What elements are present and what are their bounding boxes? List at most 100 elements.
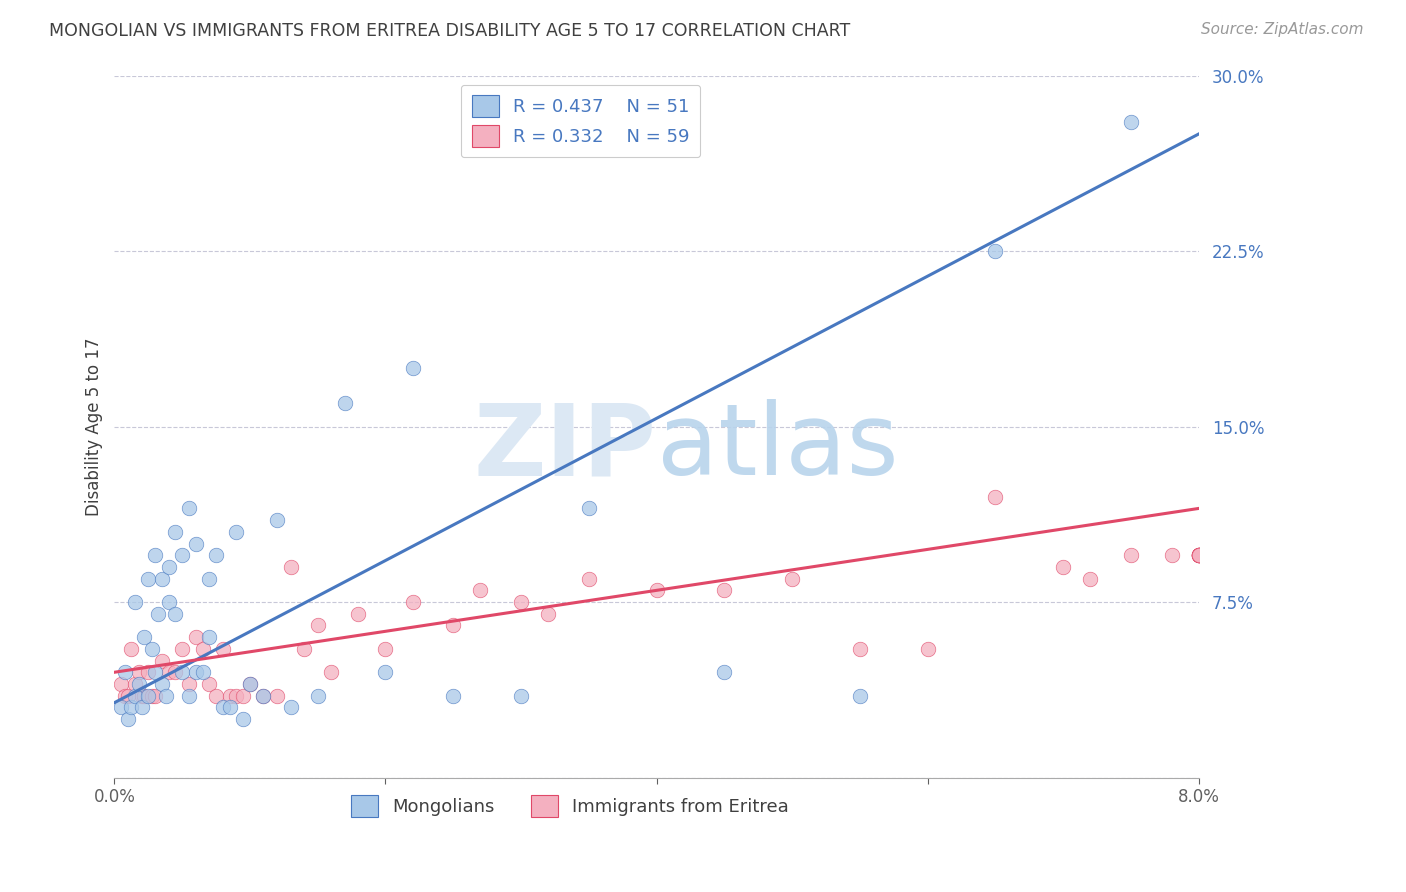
Point (470, 583, 492, 598)
Point (1188, 548, 1211, 562)
Point (155, 689, 177, 703)
Point (401, 361, 423, 376)
Point (198, 630, 221, 644)
Point (131, 689, 153, 703)
Point (110, 677, 132, 691)
Point (232, 689, 254, 703)
Point (157, 595, 180, 609)
Point (136, 665, 159, 680)
Point (131, 700, 153, 714)
Point (1078, 572, 1101, 586)
Point (184, 536, 207, 550)
Point (184, 630, 207, 644)
Point (780, 572, 803, 586)
Point (124, 689, 146, 703)
Point (1188, 548, 1211, 562)
Point (117, 689, 139, 703)
Point (321, 665, 343, 680)
Point (849, 689, 872, 703)
Point (225, 524, 247, 539)
Point (134, 630, 156, 644)
Point (198, 572, 221, 586)
Point (645, 583, 668, 598)
Point (117, 712, 139, 726)
Text: Source: ZipAtlas.com: Source: ZipAtlas.com (1201, 22, 1364, 37)
Point (165, 524, 187, 539)
Point (141, 689, 163, 703)
Point (172, 641, 194, 656)
Point (141, 641, 163, 656)
Point (266, 513, 288, 527)
Point (191, 641, 214, 656)
Point (1188, 548, 1211, 562)
Point (280, 560, 302, 574)
Point (441, 618, 464, 632)
Point (1160, 548, 1182, 562)
Point (225, 689, 247, 703)
Point (537, 607, 560, 621)
Point (252, 689, 274, 703)
Point (1188, 548, 1211, 562)
Point (1119, 548, 1142, 562)
Point (172, 665, 194, 680)
Point (292, 641, 315, 656)
Point (1119, 115, 1142, 129)
Point (849, 641, 872, 656)
Point (150, 677, 173, 691)
Point (128, 665, 150, 680)
Point (218, 689, 240, 703)
Point (1188, 548, 1211, 562)
Point (218, 700, 240, 714)
Point (120, 641, 142, 656)
Point (143, 665, 166, 680)
Point (441, 689, 464, 703)
Text: ZIP: ZIP (474, 399, 657, 496)
Point (177, 501, 200, 516)
Text: MONGOLIAN VS IMMIGRANTS FROM ERITREA DISABILITY AGE 5 TO 17 CORRELATION CHART: MONGOLIAN VS IMMIGRANTS FROM ERITREA DIS… (49, 22, 851, 40)
Point (1188, 548, 1211, 562)
Point (211, 641, 233, 656)
Point (177, 689, 200, 703)
Point (252, 689, 274, 703)
Point (713, 665, 735, 680)
Point (114, 665, 136, 680)
Point (184, 665, 207, 680)
Point (150, 572, 173, 586)
Point (157, 665, 180, 680)
Legend: Mongolians, Immigrants from Eritrea: Mongolians, Immigrants from Eritrea (343, 789, 796, 825)
Point (114, 689, 136, 703)
Point (578, 572, 600, 586)
Point (347, 607, 370, 621)
Point (211, 700, 233, 714)
Point (165, 665, 187, 680)
Point (1188, 548, 1211, 562)
Point (136, 689, 159, 703)
Point (1188, 548, 1211, 562)
Point (1188, 548, 1211, 562)
Point (136, 572, 159, 586)
Point (713, 583, 735, 598)
Point (198, 677, 221, 691)
Point (984, 490, 1007, 504)
Point (172, 548, 194, 562)
Point (143, 548, 166, 562)
Point (1052, 560, 1074, 574)
Point (307, 689, 329, 703)
Point (134, 689, 156, 703)
Point (143, 689, 166, 703)
Point (984, 244, 1007, 258)
Point (120, 700, 142, 714)
Point (401, 595, 423, 609)
Point (266, 689, 288, 703)
Y-axis label: Disability Age 5 to 17: Disability Age 5 to 17 (86, 337, 103, 516)
Point (177, 677, 200, 691)
Point (110, 700, 132, 714)
Point (128, 677, 150, 691)
Point (157, 560, 180, 574)
Point (150, 654, 173, 668)
Point (239, 677, 262, 691)
Text: atlas: atlas (657, 399, 898, 496)
Point (239, 677, 262, 691)
Point (374, 665, 396, 680)
Point (205, 689, 228, 703)
